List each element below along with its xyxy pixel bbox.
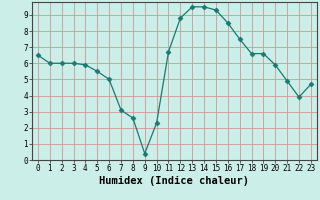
X-axis label: Humidex (Indice chaleur): Humidex (Indice chaleur) bbox=[100, 176, 249, 186]
